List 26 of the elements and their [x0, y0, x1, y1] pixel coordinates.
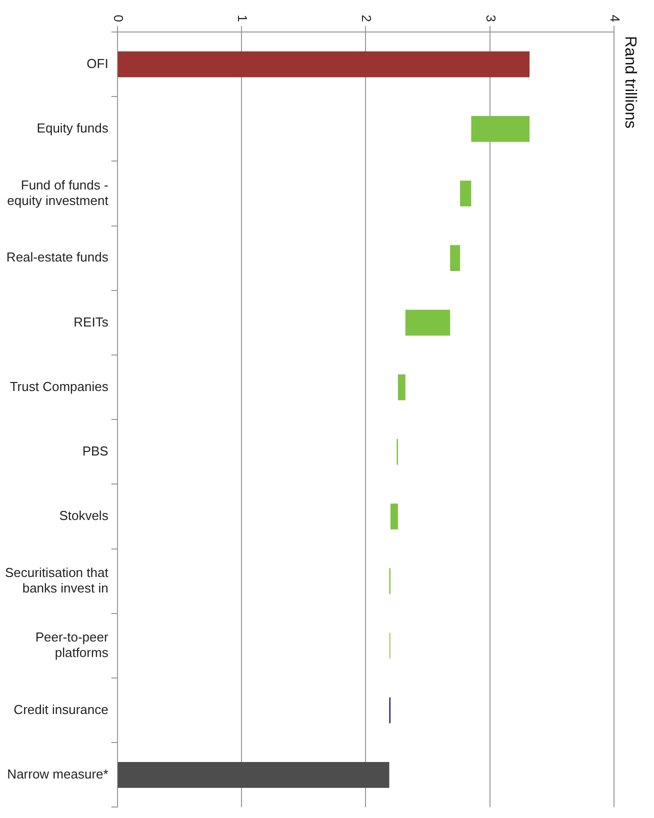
bar — [471, 116, 530, 142]
x-tick-label: 1 — [234, 14, 250, 22]
y-tick-label: Stokvels — [59, 508, 109, 524]
y-tick-label: Credit insurance — [14, 702, 108, 717]
y-tick-label: Peer-to-peer platforms — [35, 629, 109, 660]
y-tick-label: REITs — [74, 314, 109, 330]
y-tick-label: Real-estate funds — [6, 250, 109, 265]
bar — [405, 310, 450, 336]
bar — [450, 245, 460, 272]
y-tick-label: OFI — [86, 56, 108, 71]
x-tick-label: 4 — [607, 14, 622, 22]
x-tick-label: 2 — [359, 14, 374, 22]
bar — [390, 504, 398, 530]
y-tick-label: Fund of funds - equity investment — [7, 177, 109, 208]
text: Rand trillions — [622, 36, 639, 128]
bar — [118, 51, 530, 78]
y-tick-label: Narrow measure* — [7, 766, 108, 782]
y-tick-label: Trust Companies — [10, 378, 109, 394]
x-tick-label: 3 — [483, 14, 498, 22]
bar — [118, 762, 390, 788]
x-tick-label: 0 — [110, 14, 126, 22]
y-tick-label: PBS — [82, 443, 109, 458]
y-tick-label: Securitisation that banks invest in — [4, 564, 109, 596]
bar — [460, 180, 472, 206]
y-tick-label: Equity funds — [36, 120, 109, 136]
bar — [398, 374, 406, 400]
